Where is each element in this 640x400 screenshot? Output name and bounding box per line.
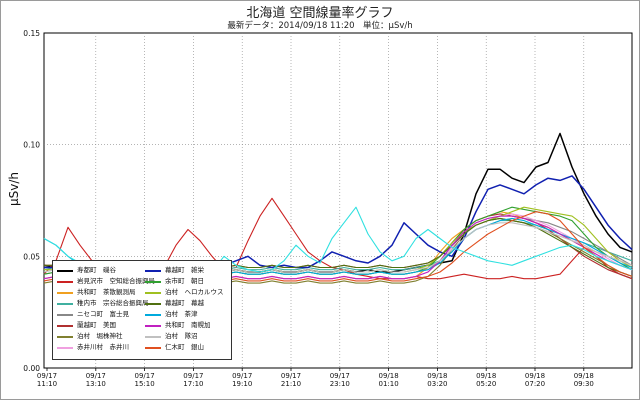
legend-item: 寿都町 磯谷 [57, 265, 145, 276]
x-tick-date: 09/18 [476, 372, 496, 380]
legend-swatch [145, 281, 161, 283]
legend-label: 共和町 茶散観測局 [77, 288, 136, 296]
legend-column: 寿都町 磯谷岩見沢市 空知総合振興局 共和町 茶散観測局稚内市 宗谷総合振興局 ニセ… [57, 265, 155, 353]
x-tick-time: 21:10 [281, 380, 301, 388]
x-tick-time: 11:10 [37, 380, 57, 388]
y-tick-label: 0.05 [23, 252, 40, 261]
chart-subtitle: 最新データ：2014/09/18 11:20 単位：μSv/h [227, 21, 413, 31]
legend-item: 幕越町 幕越 [145, 298, 233, 309]
legend-item: 泊村 ヘロカルウス [145, 287, 233, 298]
x-tick-time: 09:30 [574, 380, 594, 388]
y-tick-label: 0.15 [23, 29, 40, 38]
legend-label: 岩見沢市 空知総合振興局 [77, 277, 155, 285]
legend-item: 赤井川村 赤井川 [57, 342, 145, 353]
x-tick-date: 09/18 [427, 372, 447, 380]
legend-label: 共和町 南幌加 [165, 321, 211, 329]
legend-label: 蘭越町 美国 [77, 321, 116, 329]
legend-item: 岩見沢市 空知総合振興局 [57, 276, 155, 287]
x-tick-date: 09/18 [379, 372, 399, 380]
x-tick-time: 15:10 [135, 380, 155, 388]
legend-item: 共和町 南幌加 [145, 320, 233, 331]
legend-swatch [145, 303, 161, 305]
legend-item: 幕越町 雑栄 [145, 265, 233, 276]
x-tick-date: 09/17 [86, 372, 106, 380]
x-tick-time: 17:10 [183, 380, 203, 388]
legend-swatch [145, 292, 161, 294]
x-tick-date: 09/18 [525, 372, 545, 380]
x-tick-time: 19:10 [232, 380, 252, 388]
x-tick-date: 09/17 [281, 372, 301, 380]
x-tick-time: 03:20 [427, 380, 447, 388]
x-tick-date: 09/17 [330, 372, 350, 380]
legend-swatch [145, 325, 161, 327]
legend-item: 泊村 茶津 [145, 309, 233, 320]
y-tick-label: 0.10 [23, 141, 40, 150]
legend-item: 余市町 朝日 [145, 276, 233, 287]
legend-item: ニセコ町 富士見 [57, 309, 145, 320]
chart-title: 北海道 空間線量率グラフ [246, 6, 394, 21]
legend-label: 泊村 堀株神社 [77, 332, 123, 340]
legend-label: ニセコ町 富士見 [77, 310, 129, 318]
legend-swatch [57, 347, 73, 349]
x-tick-date: 09/17 [232, 372, 252, 380]
chart-legend: 寿都町 磯谷岩見沢市 空知総合振興局 共和町 茶散観測局稚内市 宗谷総合振興局 ニセ… [52, 260, 232, 360]
legend-swatch [145, 336, 161, 338]
legend-swatch [57, 314, 73, 316]
legend-label: 寿都町 磯谷 [77, 266, 116, 274]
legend-swatch [57, 292, 73, 294]
legend-swatch [145, 270, 161, 272]
x-tick-time: 13:10 [86, 380, 106, 388]
x-tick-time: 23:10 [330, 380, 350, 388]
legend-swatch [145, 314, 161, 316]
legend-swatch [57, 303, 73, 305]
x-tick-date: 09/17 [37, 372, 57, 380]
legend-label: 幕越町 幕越 [165, 299, 204, 307]
legend-swatch [145, 347, 161, 349]
y-tick-label: 0.00 [23, 364, 40, 373]
legend-item: 泊村 堀株神社 [57, 331, 145, 342]
legend-label: 泊村 茶津 [165, 310, 198, 318]
legend-swatch [57, 325, 73, 327]
legend-swatch [57, 270, 73, 272]
legend-column: 幕越町 雑栄 余市町 朝日泊村 ヘロカルウス 幕越町 幕越 泊村 茶津共和町 南幌加泊… [145, 265, 233, 353]
legend-label: 泊村 ヘロカルウス [165, 288, 224, 296]
legend-label: 仁木町 銀山 [165, 343, 204, 351]
x-tick-date: 09/18 [574, 372, 594, 380]
legend-swatch [57, 336, 73, 338]
legend-item: 蘭越町 美国 [57, 320, 145, 331]
legend-label: 稚内市 宗谷総合振興局 [77, 299, 149, 307]
x-tick-date: 09/17 [183, 372, 203, 380]
legend-swatch [57, 281, 73, 283]
legend-label: 赤井川村 赤井川 [77, 343, 129, 351]
x-tick-date: 09/17 [135, 372, 155, 380]
legend-item: 仁木町 銀山 [145, 342, 233, 353]
legend-label: 幕越町 雑栄 [165, 266, 204, 274]
x-tick-time: 07:20 [525, 380, 545, 388]
x-tick-time: 05:20 [476, 380, 496, 388]
legend-item: 共和町 茶散観測局 [57, 287, 145, 298]
legend-item: 稚内市 宗谷総合振興局 [57, 298, 149, 309]
x-tick-time: 01:10 [379, 380, 399, 388]
legend-item: 泊村 隊沼 [145, 331, 233, 342]
legend-label: 余市町 朝日 [165, 277, 204, 285]
legend-label: 泊村 隊沼 [165, 332, 198, 340]
